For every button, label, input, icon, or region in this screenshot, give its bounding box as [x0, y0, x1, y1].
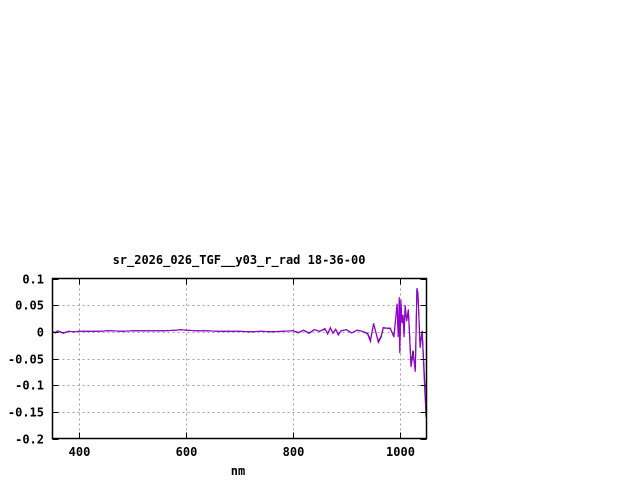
y-tick-label: 0 [37, 326, 44, 340]
x-tick-label: 600 [176, 445, 198, 459]
x-tick-label: 1000 [386, 445, 415, 459]
y-tick-label: 0.1 [22, 273, 44, 287]
y-tick-label: 0.05 [15, 299, 44, 313]
series-line-2 [52, 287, 427, 413]
chart-title: sr_2026_026_TGF__y03_r_rad 18-36-00 [113, 253, 366, 268]
y-tick-label: -0.2 [15, 433, 44, 447]
ticks: 0.1 0.05 0 -0.05 -0.1 -0.15 -0.2 400 600 800 1000 [8, 273, 427, 459]
series-line-1 [52, 290, 427, 418]
x-tick-label: 800 [283, 445, 305, 459]
x-axis-label: nm [231, 464, 245, 478]
plot-frame [51, 277, 428, 440]
y-tick-label: -0.05 [8, 353, 44, 367]
x-tick-label: 400 [69, 445, 91, 459]
series-group [52, 287, 427, 418]
grid [52, 278, 427, 439]
y-tick-label: -0.1 [15, 379, 44, 393]
y-tick-label: -0.15 [8, 406, 44, 420]
